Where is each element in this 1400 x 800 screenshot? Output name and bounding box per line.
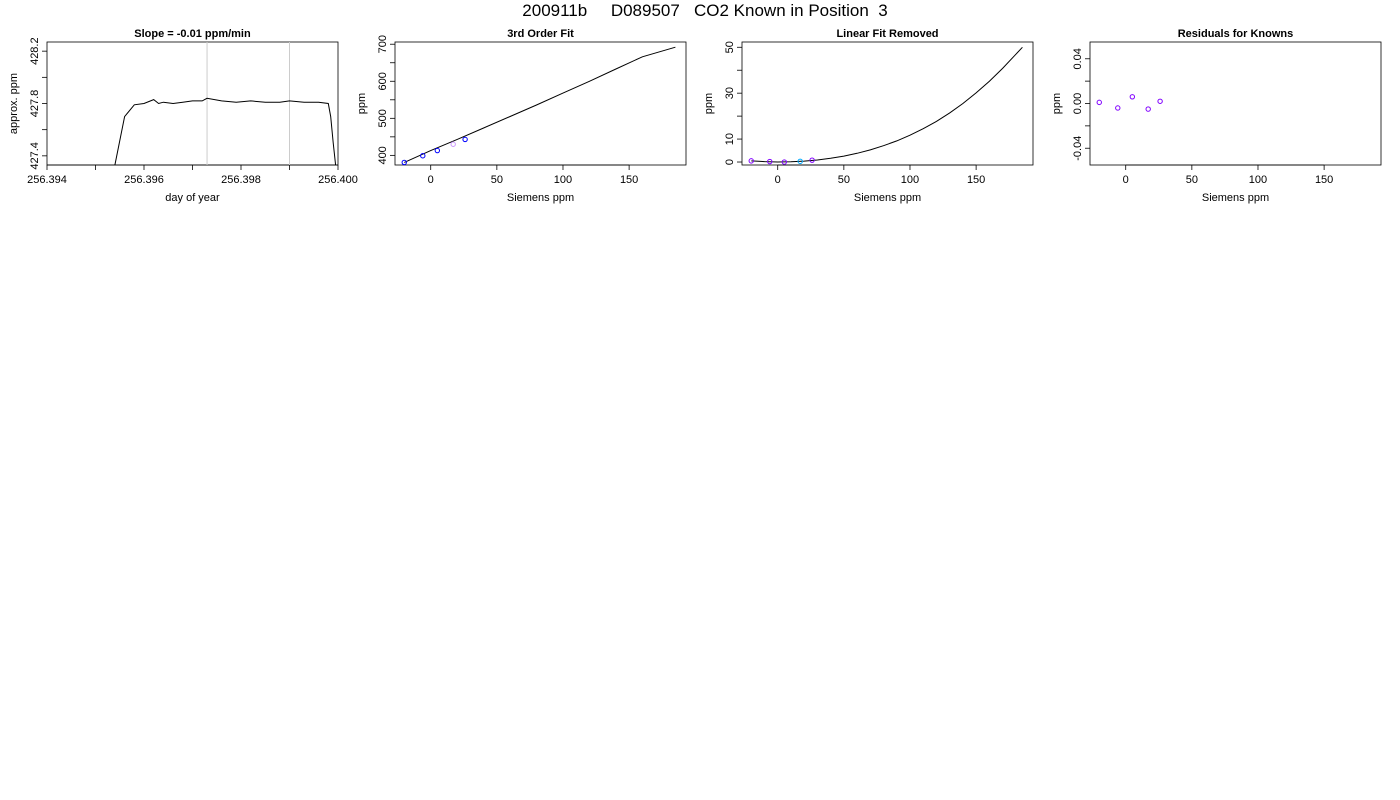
data-point <box>1115 105 1121 111</box>
x-tick-label: 256.396 <box>124 174 164 186</box>
x-tick-label: 100 <box>901 174 919 186</box>
fit-curve <box>404 46 676 163</box>
data-point <box>1157 98 1163 104</box>
data-point <box>450 141 456 147</box>
plot-frame-1 <box>46 41 339 166</box>
y-tick-label: 0.00 <box>1072 93 1084 114</box>
x-tick-label: 0 <box>775 174 781 186</box>
y-tick-label: 0.04 <box>1072 48 1084 69</box>
x-tick-label: 100 <box>1249 174 1267 186</box>
x-axis-label: Siemens ppm <box>1202 192 1269 204</box>
data-point <box>1145 106 1151 112</box>
x-axis-label: Siemens ppm <box>854 192 921 204</box>
x-tick-label: 50 <box>838 174 850 186</box>
fit-curve <box>751 46 1023 163</box>
data-point <box>781 159 788 165</box>
x-tick-label: 50 <box>1186 174 1198 186</box>
chart-title-2: 3rd Order Fit <box>507 28 574 40</box>
x-tick-label: 150 <box>967 174 985 186</box>
y-tick-label: 700 <box>377 35 389 53</box>
y-tick-label: 427.8 <box>29 90 41 118</box>
x-tick-label: 0 <box>428 174 434 186</box>
x-tick-label: 0 <box>1123 174 1129 186</box>
data-point <box>401 159 407 166</box>
y-tick-label: 0 <box>724 159 736 165</box>
y-tick-label: 427.4 <box>29 142 41 170</box>
data-point <box>809 157 815 163</box>
y-tick-label: -0.04 <box>1072 136 1084 161</box>
x-tick-label: 256.394 <box>27 174 67 186</box>
y-axis-label: ppm <box>1051 93 1063 114</box>
plot-frame-4 <box>1089 41 1382 166</box>
x-tick-label: 150 <box>1315 174 1333 186</box>
y-tick-label: 400 <box>377 146 389 164</box>
chart-title-4: Residuals for Knowns <box>1178 28 1294 40</box>
data-point <box>462 136 468 143</box>
y-axis-label: ppm <box>356 93 368 114</box>
y-tick-label: 428.2 <box>29 37 41 65</box>
x-tick-label: 150 <box>620 174 638 186</box>
data-point <box>1129 94 1136 100</box>
data-point <box>748 158 754 164</box>
x-tick-label: 100 <box>554 174 572 186</box>
y-tick-label: 30 <box>724 87 736 99</box>
x-tick-label: 50 <box>491 174 503 186</box>
y-axis-label: ppm <box>703 93 715 114</box>
plot-frame-3 <box>741 41 1034 166</box>
y-tick-label: 600 <box>377 72 389 90</box>
data-point <box>1096 99 1102 106</box>
page-title: 200911b D089507 CO2 Known in Position 3 <box>522 1 888 20</box>
x-axis-label: Siemens ppm <box>507 192 574 204</box>
chart-title-3: Linear Fit Removed <box>836 28 938 40</box>
x-axis-label: day of year <box>165 192 220 204</box>
y-tick-label: 10 <box>724 133 736 145</box>
data-point <box>434 147 441 154</box>
data-point <box>797 158 803 165</box>
x-tick-label: 256.400 <box>318 174 358 186</box>
x-tick-label: 256.398 <box>221 174 261 186</box>
data-point <box>767 158 773 165</box>
y-tick-label: 500 <box>377 109 389 127</box>
y-axis-label: approx. ppm <box>8 73 20 134</box>
series-line <box>114 97 337 165</box>
chart-title-1: Slope = -0.01 ppm/min <box>134 28 251 40</box>
y-tick-label: 50 <box>724 41 736 53</box>
data-point <box>420 153 426 159</box>
